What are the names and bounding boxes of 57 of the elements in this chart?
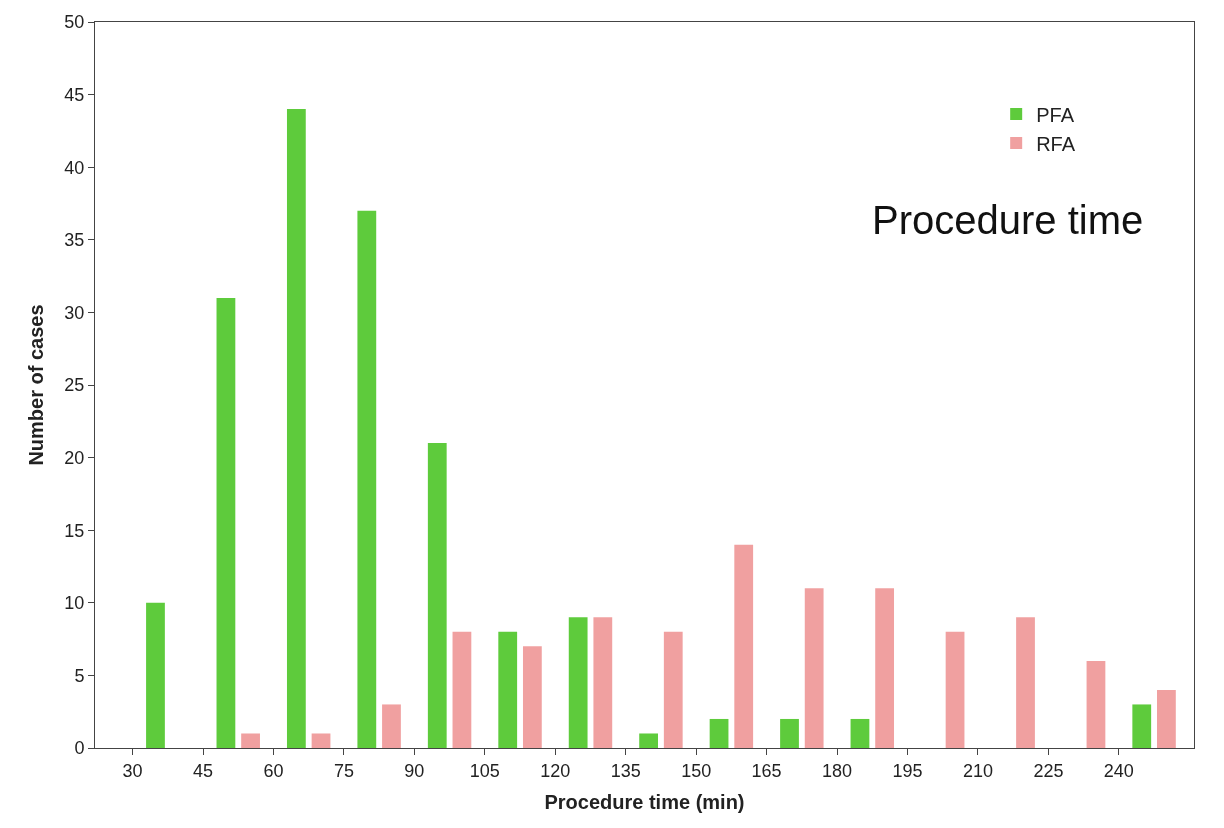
y-tick-label: 15 [64,520,85,541]
x-tick-label: 45 [193,760,214,781]
y-tick-label: 40 [64,157,85,178]
y-tick-label: 50 [64,12,85,33]
bar [427,443,447,748]
x-tick-label: 225 [1033,760,1064,781]
bar [452,631,472,748]
x-tick-label: 135 [610,760,641,781]
y-tick-label: 5 [74,665,85,686]
bar [1086,660,1106,748]
x-tick-label: 150 [681,760,712,781]
y-tick-label: 10 [64,593,85,614]
bar [146,602,165,748]
bar [875,588,895,748]
bar [850,718,870,748]
bar [1157,689,1176,748]
legend-label: RFA [1036,132,1076,155]
bar [639,733,658,748]
bar [1132,704,1152,748]
bar [241,733,260,748]
y-tick-label: 30 [64,302,85,323]
bar [593,617,613,748]
bar [522,646,542,748]
x-axis-title: Procedure time (min) [544,791,745,814]
x-tick-label: 195 [892,760,923,781]
y-tick-label: 35 [64,230,85,251]
y-tick-label: 20 [64,447,85,468]
bar [780,718,799,748]
x-tick-label: 90 [404,760,425,781]
bar [945,631,965,748]
x-tick-label: 120 [540,760,571,781]
x-tick-label: 30 [122,760,143,781]
annotation: Procedure time [872,198,1144,242]
x-tick-label: 210 [962,760,993,781]
y-tick-label: 45 [64,84,85,105]
x-tick-label: 105 [469,760,500,781]
bar [804,588,824,748]
bar [286,109,306,748]
x-tick-label: 60 [263,760,284,781]
bar [1016,617,1035,748]
bar [357,210,377,748]
y-axis-title: Number of cases [24,304,47,466]
bar [568,617,588,748]
bar [734,544,754,748]
bar [216,297,236,748]
x-tick-label: 75 [333,760,354,781]
y-tick-label: 25 [64,375,85,396]
bar [311,733,331,748]
x-tick-label: 165 [751,760,782,781]
x-tick-label: 240 [1103,760,1134,781]
x-tick-label: 180 [822,760,853,781]
bar [663,631,683,748]
bar [382,704,401,748]
bar [709,718,729,748]
bar [498,631,518,748]
legend-label: PFA [1036,103,1075,126]
y-tick-label: 0 [74,738,85,759]
